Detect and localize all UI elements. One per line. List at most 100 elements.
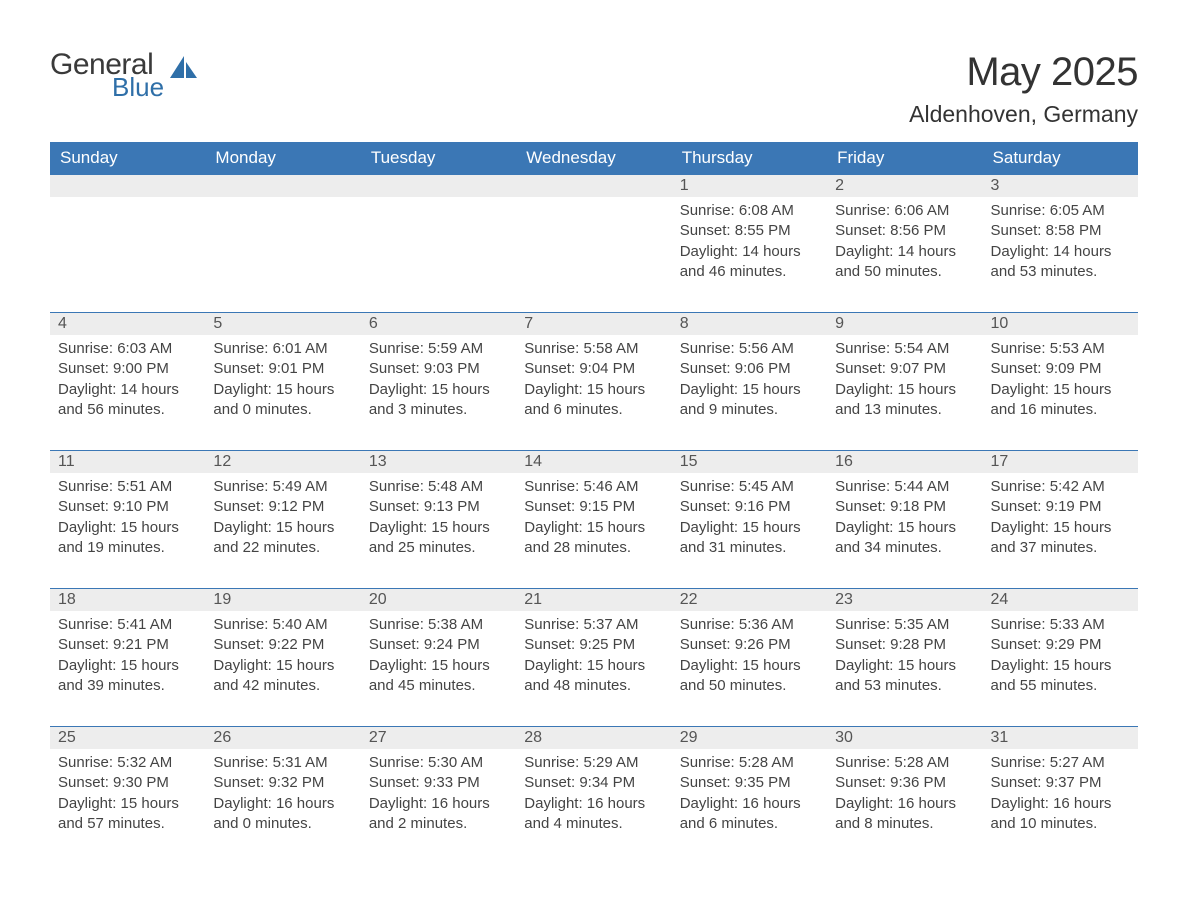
day-content: Sunrise: 5:42 AMSunset: 9:19 PMDaylight:… [983, 473, 1138, 562]
calendar-day-cell: 10Sunrise: 5:53 AMSunset: 9:09 PMDayligh… [983, 312, 1138, 450]
sunset-line-value: 9:25 PM [579, 636, 635, 653]
day-content: Sunrise: 5:58 AMSunset: 9:04 PMDaylight:… [516, 335, 671, 424]
day-number-bar: 17 [983, 450, 1138, 473]
sunrise-line-label: Sunrise: [213, 754, 272, 771]
calendar-body: 1Sunrise: 6:08 AMSunset: 8:55 PMDaylight… [50, 174, 1138, 864]
sunset-line-value: 9:32 PM [268, 774, 324, 791]
sunset-line-value: 9:01 PM [268, 360, 324, 377]
calendar-day-cell: 28Sunrise: 5:29 AMSunset: 9:34 PMDayligh… [516, 726, 671, 864]
daylight-line: Daylight: 15 hours and 39 minutes. [58, 656, 197, 697]
sunrise-line: Sunrise: 6:03 AM [58, 339, 197, 359]
day-number: 26 [213, 729, 231, 746]
sunrise-line: Sunrise: 5:31 AM [213, 753, 352, 773]
sunrise-line-value: 6:05 AM [1050, 202, 1105, 219]
day-number-bar: 18 [50, 588, 205, 611]
day-number: 6 [369, 315, 378, 332]
daylight-line-label: Daylight: [835, 519, 898, 536]
daylight-line-label: Daylight: [213, 519, 276, 536]
sunrise-line: Sunrise: 5:44 AM [835, 477, 974, 497]
sunset-line-label: Sunset: [213, 774, 268, 791]
daylight-line-label: Daylight: [991, 381, 1054, 398]
sunrise-line: Sunrise: 5:45 AM [680, 477, 819, 497]
sunrise-line-label: Sunrise: [835, 478, 894, 495]
day-number-bar: 8 [672, 312, 827, 335]
sunrise-line-value: 6:08 AM [739, 202, 794, 219]
sunrise-line-value: 5:59 AM [428, 340, 483, 357]
calendar-week-row: 25Sunrise: 5:32 AMSunset: 9:30 PMDayligh… [50, 726, 1138, 864]
day-number: 12 [213, 453, 231, 470]
sunrise-line-value: 5:48 AM [428, 478, 483, 495]
weekday-header: Tuesday [361, 142, 516, 174]
calendar-day-cell: 2Sunrise: 6:06 AMSunset: 8:56 PMDaylight… [827, 174, 982, 312]
sunrise-line-value: 5:31 AM [273, 754, 328, 771]
day-number-bar: 30 [827, 726, 982, 749]
day-number-bar: 25 [50, 726, 205, 749]
day-number: 28 [524, 729, 542, 746]
sunrise-line-label: Sunrise: [58, 340, 117, 357]
daylight-line: Daylight: 15 hours and 50 minutes. [680, 656, 819, 697]
header: General Blue May 2025 Aldenhoven, German… [50, 50, 1138, 128]
daylight-line: Daylight: 16 hours and 0 minutes. [213, 794, 352, 835]
sunset-line-value: 9:18 PM [890, 498, 946, 515]
daylight-line: Daylight: 15 hours and 25 minutes. [369, 518, 508, 559]
calendar-week-row: 1Sunrise: 6:08 AMSunset: 8:55 PMDaylight… [50, 174, 1138, 312]
daylight-line-label: Daylight: [680, 519, 743, 536]
day-number-bar [205, 174, 360, 197]
daylight-line: Daylight: 16 hours and 4 minutes. [524, 794, 663, 835]
day-content: Sunrise: 6:01 AMSunset: 9:01 PMDaylight:… [205, 335, 360, 424]
day-number: 3 [991, 177, 1000, 194]
sunset-line-label: Sunset: [680, 360, 735, 377]
calendar-day-cell [361, 174, 516, 312]
sunset-line: Sunset: 9:13 PM [369, 497, 508, 517]
sunset-line-label: Sunset: [524, 498, 579, 515]
weekday-header-row: SundayMondayTuesdayWednesdayThursdayFrid… [50, 142, 1138, 174]
sunrise-line-label: Sunrise: [524, 616, 583, 633]
day-number-bar: 6 [361, 312, 516, 335]
sunset-line-value: 9:36 PM [890, 774, 946, 791]
sunrise-line-label: Sunrise: [213, 616, 272, 633]
sunset-line-label: Sunset: [369, 360, 424, 377]
calendar-day-cell: 30Sunrise: 5:28 AMSunset: 9:36 PMDayligh… [827, 726, 982, 864]
daylight-line: Daylight: 15 hours and 48 minutes. [524, 656, 663, 697]
sunset-line-value: 8:56 PM [890, 222, 946, 239]
sunset-line: Sunset: 9:04 PM [524, 359, 663, 379]
sunset-line-label: Sunset: [680, 774, 735, 791]
calendar-table: SundayMondayTuesdayWednesdayThursdayFrid… [50, 142, 1138, 864]
sunrise-line-value: 6:06 AM [894, 202, 949, 219]
sunrise-line-value: 5:51 AM [117, 478, 172, 495]
sunrise-line-label: Sunrise: [680, 754, 739, 771]
sunrise-line: Sunrise: 5:30 AM [369, 753, 508, 773]
daylight-line: Daylight: 14 hours and 56 minutes. [58, 380, 197, 421]
daylight-line: Daylight: 15 hours and 37 minutes. [991, 518, 1130, 559]
sunrise-line: Sunrise: 5:46 AM [524, 477, 663, 497]
daylight-line-label: Daylight: [991, 243, 1054, 260]
calendar-day-cell: 22Sunrise: 5:36 AMSunset: 9:26 PMDayligh… [672, 588, 827, 726]
day-number: 27 [369, 729, 387, 746]
sunset-line-value: 9:29 PM [1046, 636, 1102, 653]
sunrise-line-value: 5:36 AM [739, 616, 794, 633]
sunset-line-label: Sunset: [835, 360, 890, 377]
title-block: May 2025 Aldenhoven, Germany [909, 50, 1138, 128]
calendar-day-cell: 19Sunrise: 5:40 AMSunset: 9:22 PMDayligh… [205, 588, 360, 726]
sunset-line-value: 8:58 PM [1046, 222, 1102, 239]
day-content: Sunrise: 5:27 AMSunset: 9:37 PMDaylight:… [983, 749, 1138, 838]
daylight-line: Daylight: 15 hours and 45 minutes. [369, 656, 508, 697]
calendar-day-cell: 17Sunrise: 5:42 AMSunset: 9:19 PMDayligh… [983, 450, 1138, 588]
sunset-line: Sunset: 9:37 PM [991, 773, 1130, 793]
day-number-bar: 16 [827, 450, 982, 473]
day-content: Sunrise: 5:48 AMSunset: 9:13 PMDaylight:… [361, 473, 516, 562]
sunset-line-value: 9:00 PM [113, 360, 169, 377]
sunset-line-label: Sunset: [991, 498, 1046, 515]
day-number-bar: 23 [827, 588, 982, 611]
sunset-line-value: 9:22 PM [268, 636, 324, 653]
sunrise-line-value: 6:03 AM [117, 340, 172, 357]
sunrise-line: Sunrise: 5:38 AM [369, 615, 508, 635]
sunset-line: Sunset: 9:07 PM [835, 359, 974, 379]
daylight-line-label: Daylight: [58, 519, 121, 536]
calendar-day-cell [205, 174, 360, 312]
calendar-day-cell: 27Sunrise: 5:30 AMSunset: 9:33 PMDayligh… [361, 726, 516, 864]
daylight-line-label: Daylight: [58, 795, 121, 812]
sunset-line: Sunset: 9:32 PM [213, 773, 352, 793]
daylight-line-label: Daylight: [835, 381, 898, 398]
sunset-line-label: Sunset: [835, 774, 890, 791]
